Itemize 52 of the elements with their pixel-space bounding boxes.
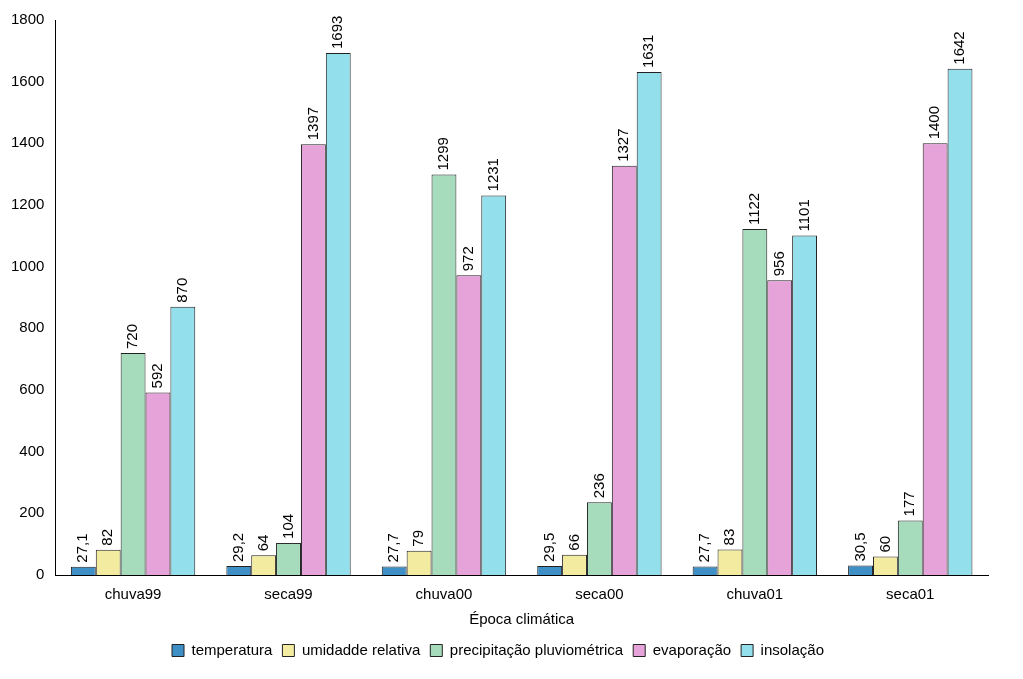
data-label: 104 — [278, 513, 296, 539]
y-tick-label: 600 — [19, 380, 45, 398]
data-label: 83 — [720, 528, 738, 546]
data-label: 82 — [98, 529, 116, 546]
y-tick-label: 400 — [19, 441, 45, 459]
data-label: 592 — [148, 363, 166, 389]
x-tick-label: chuva00 — [415, 585, 473, 603]
data-label: 1400 — [925, 105, 943, 140]
data-label: 1327 — [614, 128, 632, 162]
y-tick-label: 1600 — [10, 71, 45, 89]
x-tick-label: seca00 — [575, 585, 624, 603]
legend-label: evaporação — [652, 640, 732, 658]
data-label: 27,1 — [73, 533, 91, 563]
data-label: 30,5 — [850, 532, 868, 562]
data-label: 1299 — [434, 137, 452, 171]
data-label: 1693 — [328, 15, 346, 49]
y-tick-label: 1000 — [10, 256, 45, 274]
y-tick-label: 800 — [19, 318, 45, 336]
data-label: 1642 — [950, 31, 968, 65]
legend-label: umidadde relativa — [301, 640, 421, 658]
data-label: 60 — [875, 535, 893, 553]
y-tick-label: 200 — [19, 503, 45, 521]
legend-label: temperatura — [191, 640, 274, 658]
data-label: 66 — [564, 533, 582, 551]
data-label: 27,7 — [695, 533, 713, 563]
x-tick-label: seca99 — [264, 585, 313, 603]
data-label: 177 — [900, 491, 918, 517]
data-label: 1122 — [744, 192, 762, 226]
data-label: 64 — [253, 534, 271, 552]
data-label: 870 — [172, 277, 190, 303]
x-tick-label: chuva01 — [726, 585, 784, 603]
x-axis-title: Época climática — [469, 610, 575, 628]
data-label: 956 — [769, 251, 787, 277]
legend-label: precipitação pluviométrica — [449, 640, 624, 658]
data-label: 236 — [589, 473, 607, 499]
y-tick-label: 0 — [36, 565, 45, 583]
data-label: 1397 — [303, 106, 321, 141]
data-label: 29,2 — [228, 532, 246, 562]
data-label: 1231 — [483, 158, 501, 192]
y-tick-label: 1200 — [10, 195, 45, 213]
data-label: 720 — [123, 323, 141, 349]
data-label: 29,5 — [539, 532, 557, 562]
data-label: 1631 — [639, 34, 657, 69]
data-label: 79 — [409, 529, 427, 547]
data-label: 27,7 — [384, 533, 402, 563]
data-label: 1101 — [794, 199, 812, 232]
data-label: 972 — [458, 246, 476, 272]
x-tick-label: seca01 — [886, 585, 935, 603]
legend-label: insolação — [760, 640, 824, 658]
x-tick-label: chuva99 — [104, 585, 162, 603]
y-tick-label: 1400 — [10, 133, 45, 151]
y-tick-label: 1800 — [10, 10, 45, 28]
